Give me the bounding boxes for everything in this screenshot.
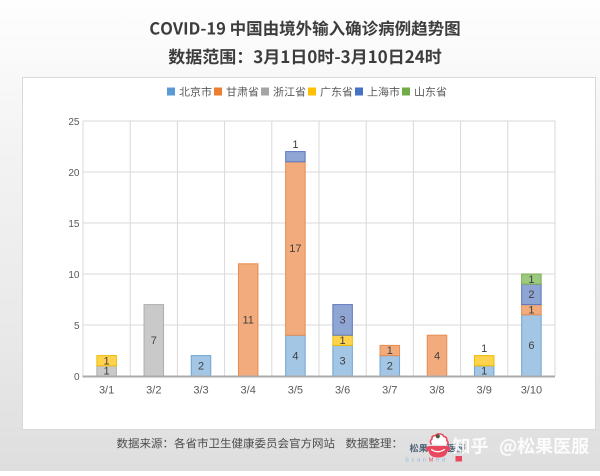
svg-text:0: 0: [74, 372, 80, 383]
svg-text:3/7: 3/7: [382, 385, 397, 397]
svg-text:ScanMed: ScanMed: [405, 458, 448, 464]
svg-text:2: 2: [387, 361, 393, 373]
svg-text:4: 4: [292, 350, 298, 362]
svg-text:3/2: 3/2: [146, 385, 161, 397]
svg-text:1: 1: [528, 274, 534, 286]
svg-text:20: 20: [68, 168, 80, 179]
svg-text:3/9: 3/9: [477, 385, 492, 397]
svg-text:1: 1: [340, 335, 346, 347]
svg-text:17: 17: [289, 243, 301, 255]
svg-text:2: 2: [198, 361, 204, 373]
svg-text:6: 6: [528, 340, 534, 352]
svg-text:1: 1: [481, 366, 487, 378]
svg-text:4: 4: [434, 350, 440, 362]
svg-text:3/4: 3/4: [241, 385, 256, 397]
svg-text:5: 5: [74, 321, 80, 332]
svg-text:1: 1: [104, 366, 110, 378]
svg-text:11: 11: [242, 315, 253, 327]
svg-text:7: 7: [151, 335, 157, 347]
svg-text:15: 15: [68, 219, 80, 230]
svg-text:3/5: 3/5: [288, 385, 303, 397]
svg-text:3/1: 3/1: [99, 385, 114, 397]
svg-text:3/8: 3/8: [429, 385, 444, 397]
svg-text:3/10: 3/10: [521, 385, 542, 397]
svg-text:1: 1: [292, 139, 298, 151]
svg-text:3/6: 3/6: [335, 385, 350, 397]
svg-text:1: 1: [481, 343, 487, 355]
svg-text:1: 1: [528, 304, 534, 316]
svg-text:10: 10: [68, 270, 80, 281]
svg-text:2: 2: [528, 289, 534, 301]
svg-text:25: 25: [68, 117, 80, 128]
svg-text:1: 1: [387, 345, 393, 357]
svg-text:3/3: 3/3: [193, 385, 208, 397]
svg-text:1: 1: [104, 355, 110, 367]
svg-text:3: 3: [340, 315, 346, 327]
svg-text:3: 3: [340, 355, 346, 367]
